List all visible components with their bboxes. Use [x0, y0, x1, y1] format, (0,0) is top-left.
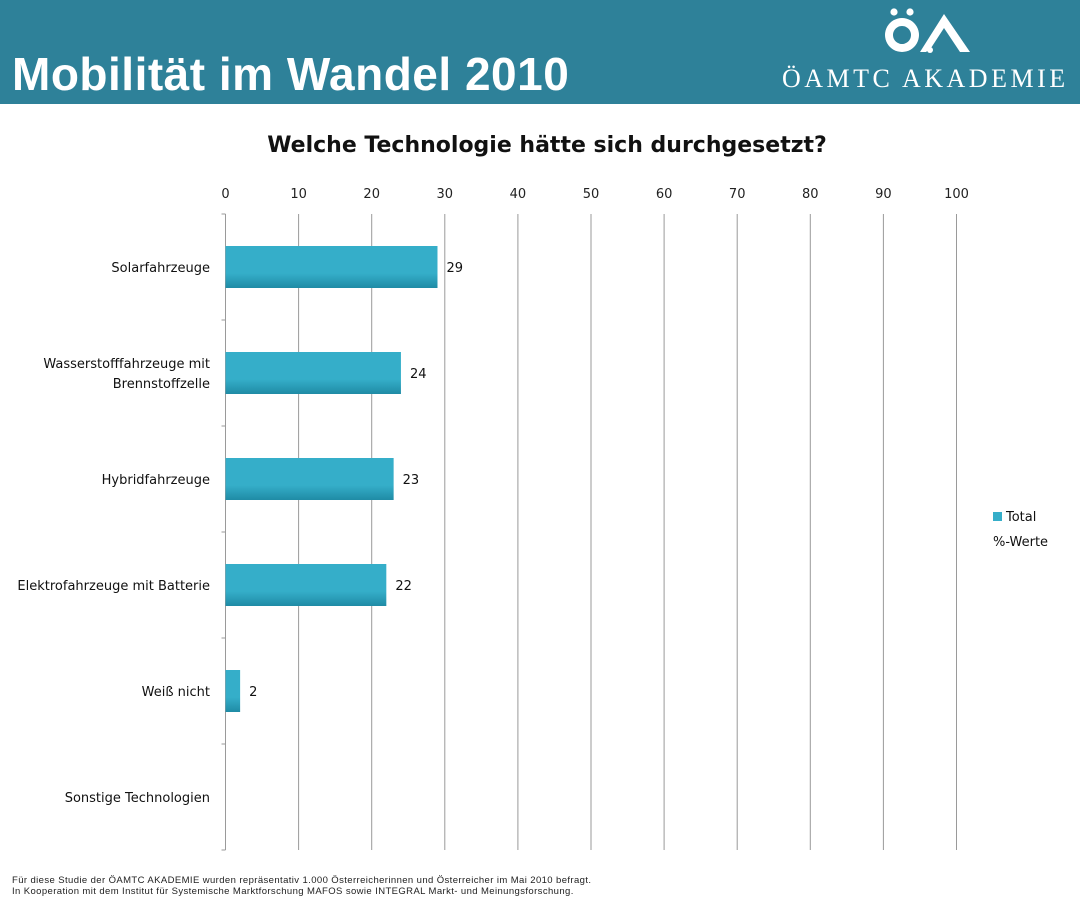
bar — [225, 670, 241, 712]
bar — [225, 246, 438, 288]
category-label: Wasserstofffahrzeuge mit — [43, 357, 210, 372]
logo-text: ÖAMTC AKADEMIE — [782, 64, 1069, 93]
bar-value-label: 24 — [410, 367, 427, 382]
chart-title: Welche Technologie hätte sich durchgeset… — [267, 133, 827, 158]
bar-value-label: 22 — [395, 579, 412, 594]
category-label: Solarfahrzeuge — [111, 261, 210, 276]
footer-line-1: Für diese Studie der ÖAMTC AKADEMIE wurd… — [12, 875, 592, 886]
bar-value-label: 29 — [446, 261, 463, 276]
bar-value-label: 2 — [249, 685, 257, 700]
bar — [225, 352, 401, 394]
bar-value-label: 23 — [403, 473, 420, 488]
legend-swatch — [993, 512, 1002, 521]
page-title: Mobilität im Wandel 2010 — [12, 48, 570, 100]
category-label: Brennstoffzelle — [113, 377, 210, 392]
x-tick-label: 80 — [802, 187, 819, 202]
header-banner: Mobilität im Wandel 2010 ÖAMTC AKADEMIE — [0, 0, 1080, 104]
x-tick-label: 100 — [944, 187, 969, 202]
legend-subtitle: %-Werte — [993, 535, 1048, 550]
x-tick-label: 20 — [363, 187, 380, 202]
footer-line-2: In Kooperation mit dem Institut für Syst… — [12, 886, 574, 897]
x-tick-label: 70 — [729, 187, 746, 202]
category-label: Weiß nicht — [142, 685, 210, 700]
category-label: Sonstige Technologien — [65, 791, 210, 806]
bar — [225, 564, 387, 606]
oeamtc-logo-icon — [885, 8, 970, 53]
footer-note: Für diese Studie der ÖAMTC AKADEMIE wurd… — [12, 875, 1072, 897]
x-tick-label: 40 — [510, 187, 527, 202]
category-label: Hybridfahrzeuge — [102, 473, 210, 488]
legend-label: Total — [1005, 510, 1036, 525]
x-tick-label: 50 — [583, 187, 600, 202]
category-label: Elektrofahrzeuge mit Batterie — [17, 579, 210, 594]
bar — [225, 458, 394, 500]
x-tick-label: 60 — [656, 187, 673, 202]
bar-chart: Welche Technologie hätte sich durchgeset… — [17, 133, 1048, 851]
x-tick-label: 90 — [875, 187, 892, 202]
x-tick-label: 0 — [221, 187, 229, 202]
x-tick-label: 10 — [290, 187, 307, 202]
x-tick-label: 30 — [437, 187, 454, 202]
